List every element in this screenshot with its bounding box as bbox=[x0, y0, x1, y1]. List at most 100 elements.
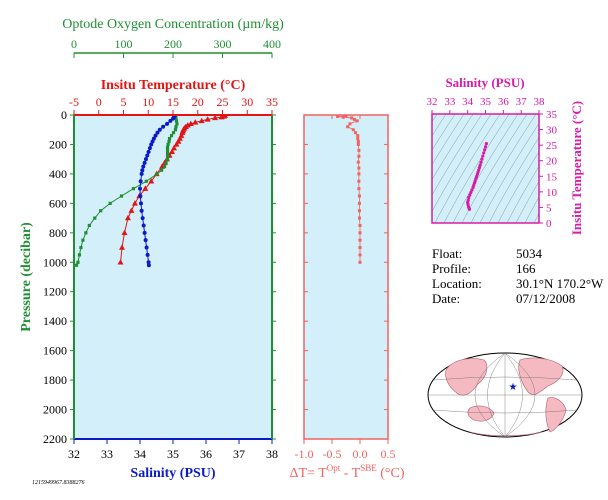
oxygen-point bbox=[171, 131, 176, 135]
ts-point bbox=[481, 154, 485, 158]
pressure-tick-label: 2000 bbox=[43, 403, 67, 417]
salinity-point bbox=[139, 208, 144, 213]
map-meridian bbox=[504, 352, 536, 438]
footnote-timestamp: 1215949967.8388276 bbox=[32, 479, 85, 486]
map-graticule bbox=[428, 352, 582, 438]
salinity-tick-label: 38 bbox=[266, 447, 278, 461]
location-row: Location: 30.1°N 170.2°W bbox=[432, 276, 603, 291]
profile-series bbox=[74, 115, 228, 268]
salinity-point bbox=[161, 124, 166, 129]
pressure-tick-label: 400 bbox=[49, 167, 67, 181]
delta-t-series bbox=[336, 114, 362, 264]
pressure-tick-label: 0 bbox=[61, 108, 67, 122]
delta-t-point bbox=[356, 137, 360, 141]
ts-isopycnal-line bbox=[432, 114, 492, 213]
date-value: 07/12/2008 bbox=[516, 291, 576, 306]
ts-isopycnal-line bbox=[452, 114, 519, 223]
salinity-point bbox=[157, 127, 162, 132]
delta-t-point bbox=[351, 128, 355, 132]
salinity-point bbox=[142, 160, 147, 165]
temperature-point bbox=[198, 117, 205, 124]
oxygen-tick-label: 100 bbox=[115, 37, 133, 51]
salinity-point bbox=[141, 223, 146, 228]
delta-t-label-mid: - T bbox=[340, 466, 360, 481]
oxygen-point bbox=[87, 223, 91, 228]
oxygen-tick-label: 400 bbox=[263, 37, 281, 51]
oxygen-point bbox=[162, 164, 167, 169]
map-meridian bbox=[487, 352, 506, 438]
temperature-point bbox=[204, 116, 211, 122]
salinity-point bbox=[146, 263, 151, 268]
temperature-tick-label: 20 bbox=[192, 95, 204, 109]
temperature-point bbox=[117, 259, 124, 265]
delta-t-label-sup-opt: Opt bbox=[327, 463, 341, 473]
salinity-tick-label: 34 bbox=[134, 447, 146, 461]
temperature-point bbox=[192, 119, 199, 125]
ts-isopycnal-line bbox=[432, 114, 447, 137]
oxygen-point bbox=[175, 122, 179, 126]
oxygen-point bbox=[167, 139, 171, 144]
float-label: Float: bbox=[432, 246, 463, 261]
oxygen-point bbox=[76, 260, 80, 264]
ts-point bbox=[477, 165, 482, 170]
salinity-point bbox=[153, 133, 158, 138]
profile-label: Profile: bbox=[432, 261, 471, 276]
profile-value: 166 bbox=[516, 261, 536, 276]
pressure-tick-label: 1400 bbox=[43, 314, 67, 328]
delta-t-point bbox=[357, 154, 361, 158]
temperature-axis-label: Insitu Temperature (°C) bbox=[101, 78, 246, 93]
salinity-point bbox=[142, 230, 147, 235]
oxygen-point bbox=[84, 231, 88, 235]
land-antarctica bbox=[469, 431, 543, 437]
salinity-point bbox=[138, 186, 142, 191]
oxygen-point bbox=[99, 209, 103, 213]
oxygen-point bbox=[165, 157, 170, 161]
oxygen-point bbox=[155, 172, 159, 176]
ts-point bbox=[484, 141, 488, 146]
profile-panel-background bbox=[74, 115, 272, 439]
delta-t-tick-label: -0.5 bbox=[323, 447, 342, 461]
salinity-point bbox=[165, 121, 170, 126]
temperature-point bbox=[170, 144, 177, 151]
salinity-point bbox=[138, 194, 143, 198]
ts-isopycnal-line bbox=[432, 114, 456, 151]
ts-temperature-tick-label: 20 bbox=[546, 156, 558, 168]
salinity-point bbox=[140, 168, 145, 173]
oxygen-point bbox=[174, 125, 178, 129]
salinity-point bbox=[149, 142, 154, 147]
ts-isopycnal-line bbox=[443, 114, 510, 223]
date-row: Date: 07/12/2008 bbox=[432, 291, 603, 306]
delta-t-tick-label: -1.0 bbox=[295, 447, 314, 461]
oxygen-point bbox=[119, 194, 124, 198]
delta-t-point bbox=[358, 223, 362, 227]
ts-salinity-tick-label: 33 bbox=[444, 96, 456, 108]
salinity-tick-label: 32 bbox=[68, 447, 80, 461]
ts-series bbox=[466, 141, 488, 211]
ts-salinity-tick-label: 35 bbox=[480, 96, 492, 108]
map-meridian bbox=[504, 352, 523, 438]
salinity-point bbox=[143, 157, 148, 162]
float-row: Float: 5034 bbox=[432, 246, 603, 261]
delta-t-point bbox=[357, 194, 361, 198]
salinity-point bbox=[146, 260, 151, 265]
oxygen-point bbox=[174, 116, 178, 120]
ts-temperature-tick-label: 10 bbox=[546, 187, 558, 199]
oxygen-tick-label: 200 bbox=[164, 37, 182, 51]
temperature-point bbox=[212, 115, 219, 121]
salinity-axis-label: Salinity (PSU) bbox=[130, 466, 216, 481]
salinity-point bbox=[139, 171, 144, 176]
temperature-point bbox=[142, 185, 149, 191]
location-value: 30.1°N 170.2°W bbox=[516, 276, 604, 291]
delta-t-tick-label: 0.0 bbox=[353, 447, 368, 461]
delta-t-point bbox=[336, 114, 340, 118]
world-map: ★ bbox=[427, 352, 583, 438]
ts-isopycnal-line bbox=[524, 196, 539, 223]
delta-t-panel-background bbox=[303, 114, 389, 440]
salinity-point bbox=[141, 164, 146, 169]
ts-salinity-tick-label: 32 bbox=[427, 96, 438, 108]
delta-t-label-tail: (°C) bbox=[377, 466, 405, 481]
ts-panel-background bbox=[432, 114, 539, 223]
ts-point bbox=[470, 188, 474, 192]
pressure-tick-label: 1800 bbox=[43, 373, 67, 387]
temperature-point bbox=[148, 178, 155, 184]
